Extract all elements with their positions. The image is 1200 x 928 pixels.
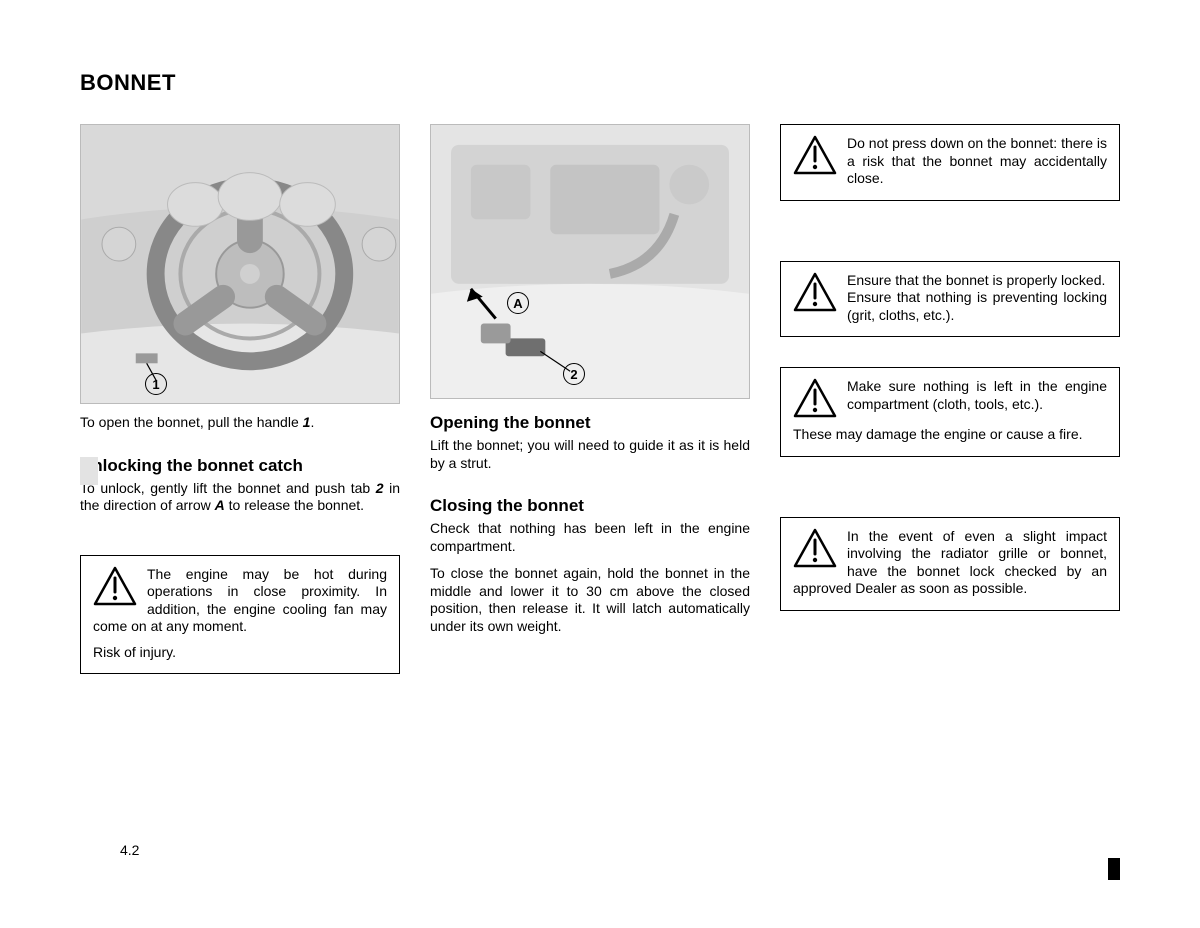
intro-after: . — [310, 414, 314, 430]
column-1: 34954 1 — [80, 124, 400, 674]
warning-icon — [93, 566, 137, 606]
intro-before: To open the bonnet, pull the handle — [80, 414, 303, 430]
warning-icon — [793, 528, 837, 568]
warning-icon — [793, 378, 837, 418]
warnC1-text: Make sure nothing is left in the engine … — [847, 378, 1107, 412]
figure-dashboard: 34954 1 — [80, 124, 400, 404]
warning-locked: Ensure that the bonnet is properly locke… — [780, 261, 1120, 338]
closing-p1: Check that nothing has been left in the … — [430, 520, 750, 555]
content-columns: 34954 1 — [80, 124, 1140, 674]
corner-mark — [1108, 858, 1120, 880]
warning-icon — [793, 272, 837, 312]
body-c: to release the bonnet. — [225, 497, 364, 513]
dashboard-illustration — [81, 125, 399, 403]
warn1-tail: Risk of injury. — [93, 644, 176, 660]
page-title: BONNET — [80, 70, 1140, 96]
figure-engine: 34955 A 2 — [430, 124, 750, 399]
warnB1-text: Ensure that the bonnet is properly locke… — [847, 272, 1105, 288]
warning-nothing-left: Make sure nothing is left in the engine … — [780, 367, 1120, 457]
heading-opening: Opening the bonnet — [430, 413, 750, 433]
body-ref-a: A — [215, 497, 225, 513]
warning-press-down: Do not press down on the bonnet: there i… — [780, 124, 1120, 201]
column-3: Do not press down on the bonnet: there i… — [780, 124, 1120, 674]
warnC2-text: These may damage the engine or cause a f… — [793, 426, 1083, 442]
closing-p2: To close the bonnet again, hold the bonn… — [430, 565, 750, 635]
callout-a: A — [507, 292, 529, 314]
callout-1: 1 — [145, 373, 167, 395]
warning-engine-hot: The engine may be hot during operations … — [80, 555, 400, 675]
heading-closing: Closing the bonnet — [430, 496, 750, 516]
unlocking-body: To unlock, gently lift the bonnet and pu… — [80, 480, 400, 515]
callout-2: 2 — [563, 363, 585, 385]
body-a: To unlock, gently lift the bonnet and pu… — [80, 480, 376, 496]
warnA-text: Do not press down on the bonnet: there i… — [847, 135, 1107, 186]
body-ref-2: 2 — [376, 480, 384, 496]
warning-impact: In the event of even a slight impact inv… — [780, 517, 1120, 611]
heading-unlocking: Unlocking the bonnet catch — [80, 456, 400, 476]
opening-body: Lift the bonnet; you will need to guide … — [430, 437, 750, 472]
page-number: 4.2 — [120, 842, 139, 858]
warnD-text: In the event of even a slight impact inv… — [793, 528, 1107, 597]
section-tab — [80, 457, 98, 485]
warning-icon — [793, 135, 837, 175]
engine-illustration — [431, 125, 749, 398]
column-2: 34955 A 2 Opening the bonnet — [430, 124, 750, 674]
warnB2-text: Ensure that nothing is preventing lockin… — [847, 289, 1107, 323]
warn1-main: The engine may be hot during operations … — [93, 566, 387, 635]
intro-text: To open the bonnet, pull the handle 1. — [80, 414, 400, 432]
